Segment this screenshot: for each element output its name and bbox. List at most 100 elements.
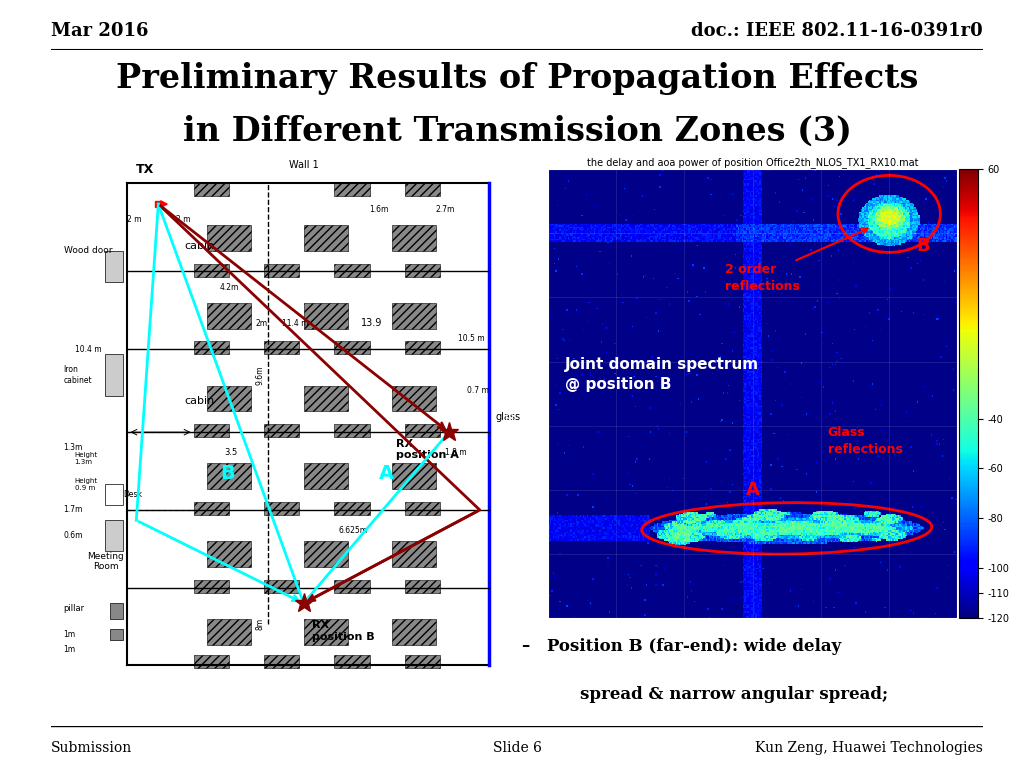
Title: the delay and aoa power of position Office2th_NLOS_TX1_RX10.mat: the delay and aoa power of position Offi…	[587, 157, 919, 167]
Bar	[207, 225, 251, 250]
Bar	[391, 619, 436, 645]
Bar	[303, 541, 347, 567]
Bar	[207, 541, 251, 567]
Bar	[391, 225, 436, 250]
Bar	[264, 425, 299, 438]
Bar	[391, 386, 436, 412]
Bar	[303, 463, 347, 489]
Text: 6.625m: 6.625m	[339, 526, 368, 535]
Bar	[303, 619, 347, 645]
Text: Wood door: Wood door	[63, 247, 113, 255]
Text: 2m: 2m	[255, 319, 267, 328]
Text: 1.6m: 1.6m	[370, 205, 389, 214]
Text: glass: glass	[496, 412, 520, 422]
Bar	[404, 184, 440, 197]
Bar	[404, 580, 440, 593]
Bar	[335, 342, 370, 354]
Text: cabin: cabin	[184, 396, 215, 406]
Bar	[335, 655, 370, 668]
Text: Kun Zeng, Huawei Technologies: Kun Zeng, Huawei Technologies	[755, 741, 983, 755]
Text: Mar 2016: Mar 2016	[51, 22, 148, 41]
Bar	[207, 386, 251, 412]
Text: –  Position B (far-end): wide delay: – Position B (far-end): wide delay	[522, 637, 842, 654]
Bar	[194, 184, 228, 197]
Text: 1m: 1m	[63, 645, 76, 654]
Bar	[391, 303, 436, 329]
Bar	[391, 541, 436, 567]
Text: 2 m: 2 m	[176, 215, 190, 224]
Text: Meeting
Room: Meeting Room	[87, 552, 124, 571]
X-axis label: delay [ns]: delay [ns]	[721, 643, 784, 656]
Bar	[194, 342, 228, 354]
Bar	[303, 386, 347, 412]
Bar	[105, 250, 123, 282]
Text: A: A	[379, 464, 393, 483]
Bar	[335, 425, 370, 438]
Bar	[335, 580, 370, 593]
Text: Preliminary Results of Propagation Effects: Preliminary Results of Propagation Effec…	[116, 62, 919, 95]
Text: 3.5: 3.5	[224, 449, 238, 458]
Text: 4.2m: 4.2m	[220, 283, 240, 292]
Bar	[110, 629, 123, 640]
Bar	[303, 303, 347, 329]
Bar	[264, 342, 299, 354]
Text: A: A	[745, 481, 760, 499]
Text: Height
1.3m: Height 1.3m	[75, 452, 97, 465]
Text: Submission: Submission	[51, 741, 132, 755]
Text: 1.8 m: 1.8 m	[444, 449, 466, 458]
Bar	[105, 521, 123, 551]
Bar	[404, 655, 440, 668]
Bar	[207, 303, 251, 329]
Text: spread & narrow angular spread;: spread & narrow angular spread;	[580, 686, 888, 703]
Text: Wall 1: Wall 1	[289, 161, 318, 170]
Text: 0.6m: 0.6m	[63, 531, 83, 541]
Text: B: B	[916, 237, 930, 255]
Bar	[264, 655, 299, 668]
Bar	[207, 463, 251, 489]
Text: 11.4 m: 11.4 m	[282, 319, 308, 328]
Text: RX
position A: RX position A	[396, 439, 459, 460]
Bar	[335, 502, 370, 515]
Bar	[404, 502, 440, 515]
Bar	[105, 484, 123, 505]
Text: 1.7m: 1.7m	[63, 505, 83, 515]
Text: doc.: IEEE 802.11-16-0391r0: doc.: IEEE 802.11-16-0391r0	[691, 22, 983, 41]
Text: 0.7 m: 0.7 m	[467, 386, 488, 396]
Text: 2.7m: 2.7m	[436, 205, 455, 214]
Y-axis label: azimuth [°]: azimuth [°]	[504, 358, 516, 429]
Text: 10.5 m: 10.5 m	[458, 334, 484, 343]
Text: Slide 6: Slide 6	[493, 741, 542, 755]
Bar	[391, 463, 436, 489]
Text: RX
position B: RX position B	[312, 620, 375, 641]
Bar	[194, 502, 228, 515]
Bar	[264, 263, 299, 276]
Text: 8m: 8m	[255, 618, 264, 630]
Text: Height
0.9 m: Height 0.9 m	[75, 478, 97, 491]
Text: Desk: Desk	[123, 490, 142, 499]
Text: pillar: pillar	[63, 604, 85, 613]
Text: in Different Transmission Zones (3): in Different Transmission Zones (3)	[182, 114, 852, 147]
Text: 10.4 m: 10.4 m	[75, 345, 101, 354]
Bar	[404, 425, 440, 438]
Bar	[264, 502, 299, 515]
Bar	[404, 263, 440, 276]
Text: TX: TX	[136, 163, 155, 176]
Bar	[207, 619, 251, 645]
Text: Glass
reflections: Glass reflections	[827, 426, 902, 456]
Text: Joint domain spectrum
@ position B: Joint domain spectrum @ position B	[565, 357, 759, 392]
Bar	[404, 342, 440, 354]
Text: B: B	[220, 464, 234, 483]
Bar	[105, 355, 123, 396]
Text: 2 m: 2 m	[127, 215, 142, 224]
Text: 13.9: 13.9	[360, 318, 382, 329]
Bar	[335, 184, 370, 197]
Bar	[335, 263, 370, 276]
Text: 2 order
reflections: 2 order reflections	[725, 263, 800, 293]
Bar	[264, 580, 299, 593]
Bar	[303, 225, 347, 250]
Bar	[110, 604, 123, 619]
Text: 9.6m: 9.6m	[255, 366, 264, 385]
Text: 1m: 1m	[63, 630, 76, 639]
Bar	[194, 655, 228, 668]
Bar	[194, 580, 228, 593]
